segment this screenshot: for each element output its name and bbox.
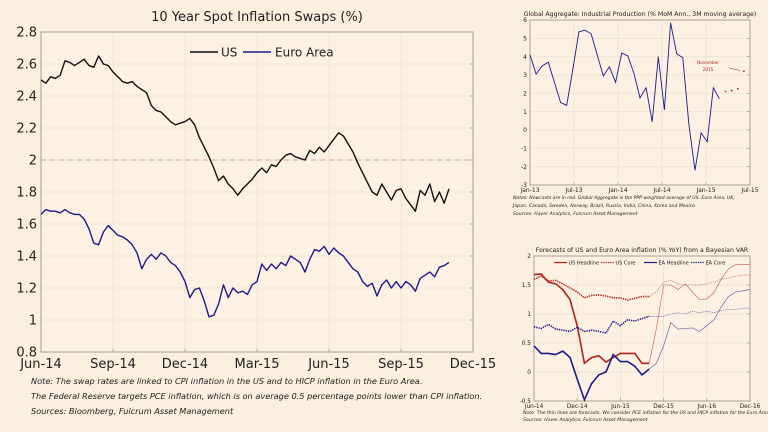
y-tick-label: -1: [521, 145, 527, 152]
y-tick-label: -3: [521, 182, 527, 189]
series-line-global-aggregate: [529, 22, 720, 171]
series-line-euro-area: [40, 208, 450, 318]
x-tick-label: Jun-15: [307, 357, 350, 372]
x-tick-label: Sep-14: [90, 357, 136, 372]
x-tick-label: Jul-15: [740, 187, 758, 194]
y-tick-label: 1.4: [16, 250, 37, 265]
series-line-us-headline-forecast: [648, 264, 750, 364]
legend-label-us-headline: US Headline: [569, 260, 600, 266]
main-chart-note: Note: The swap rates are linked to CPI i…: [31, 376, 423, 386]
y-tick-label: -0.5: [520, 399, 532, 405]
x-tick-label: Jan-15: [695, 187, 715, 194]
y-tick-label: 2: [29, 154, 37, 169]
nowcast-point: [736, 87, 739, 90]
legend-label-ea-headline: EA Headline: [659, 260, 689, 266]
y-tick-label: 0: [527, 370, 531, 376]
nowcast-point: [724, 90, 727, 93]
y-tick-label: 2: [527, 254, 531, 260]
x-tick-label: Jan-13: [519, 187, 539, 194]
plot-frame: [40, 31, 474, 353]
series-line-us: [40, 55, 450, 212]
chart-title: Forecasts of US and Euro Area inflation …: [536, 247, 749, 254]
x-tick-label: Dec-15: [450, 357, 496, 372]
y-tick-label: 2: [523, 90, 527, 97]
series-line-us-core-history: [533, 275, 650, 301]
x-tick-label: Jun-14: [19, 357, 62, 372]
y-tick-label: -2: [521, 164, 527, 171]
ip-chart-note: Notes: Nowcasts are in red. Global Aggre…: [513, 196, 735, 201]
x-tick-label: Mar-15: [235, 357, 280, 372]
plot-frame: [533, 255, 751, 402]
var-chart-sources: Sources: Haver Analytics, Fulcrum Asset …: [523, 418, 648, 423]
legend-label-us-core: US Core: [616, 260, 636, 266]
y-tick-label: 2.2: [16, 122, 37, 137]
series-line-ea-core-history: [533, 315, 650, 335]
legend-label-euro-area: Euro Area: [275, 46, 334, 60]
series-line-ea-headline-forecast: [649, 289, 751, 370]
y-tick-label: 0.8: [16, 346, 37, 361]
y-tick-label: 2.4: [16, 90, 37, 105]
y-tick-label: 1: [523, 109, 527, 116]
y-tick-label: 0.5: [522, 341, 532, 347]
x-tick-label: Jan-14: [607, 187, 627, 194]
y-tick-label: 0: [523, 127, 527, 134]
y-tick-label: 2.8: [16, 26, 37, 41]
ip-chart-note: Japan, Canada, Sweden, Norway, Brazil, R…: [513, 204, 695, 209]
x-tick-label: Jul-14: [652, 187, 670, 194]
plot-area: [534, 256, 750, 401]
nowcast-point: [742, 70, 745, 73]
series-line-us-headline-history: [533, 273, 650, 365]
series-line-ea-core-forecast: [649, 307, 750, 317]
plot-area: [530, 20, 750, 185]
x-tick-label: Jun-14: [524, 404, 544, 410]
x-tick-label: Jun-15: [610, 404, 630, 410]
main-chart-note: The Federal Reserve targets PCE inflatio…: [31, 391, 483, 401]
y-tick-label: 3: [523, 72, 527, 79]
main-chart-sources: Sources: Bloomberg, Fulcrum Asset Manage…: [31, 406, 234, 416]
series-line-ea-headline-history: [533, 345, 650, 402]
annotation-arrow: [728, 67, 741, 71]
chart-title: Global Aggregate: Industrial Production …: [524, 11, 757, 18]
var-chart-note: Note: The thin lines are forecasts. We c…: [523, 411, 768, 416]
y-tick-label: 6: [523, 17, 527, 24]
x-tick-label: Sep-15: [378, 357, 424, 372]
x-tick-label: Dec-15: [653, 404, 674, 410]
series-line-us-core-forecast: [649, 274, 750, 297]
x-tick-label: Dec-14: [567, 404, 588, 410]
annotation-november: November: [697, 60, 719, 65]
y-tick-label: 5: [523, 35, 527, 42]
x-tick-label: Jun-16: [697, 404, 717, 410]
y-tick-label: 1.5: [522, 283, 532, 289]
x-tick-label: Dec-16: [740, 404, 761, 410]
y-tick-label: 1.2: [16, 282, 37, 297]
y-tick-label: 2.6: [16, 58, 37, 73]
ip-chart-sources: Sources: Haver Analytics, Fulcrum Asset …: [513, 212, 638, 217]
legend-label-us: US: [221, 46, 237, 60]
y-tick-label: 1.8: [16, 186, 37, 201]
y-tick-label: 1: [29, 314, 37, 329]
nowcast-point: [730, 89, 733, 92]
y-tick-label: 1.6: [16, 218, 37, 233]
y-tick-label: 1: [527, 312, 531, 318]
x-tick-label: Jul-13: [564, 187, 582, 194]
y-tick-label: 4: [523, 54, 527, 61]
annotation-2015: 2015: [703, 67, 714, 72]
legend-label-ea-core: EA Core: [706, 260, 726, 266]
chart-title: 10 Year Spot Inflation Swaps (%): [151, 10, 363, 25]
plot-frame: [529, 19, 751, 186]
x-tick-label: Dec-14: [162, 357, 208, 372]
